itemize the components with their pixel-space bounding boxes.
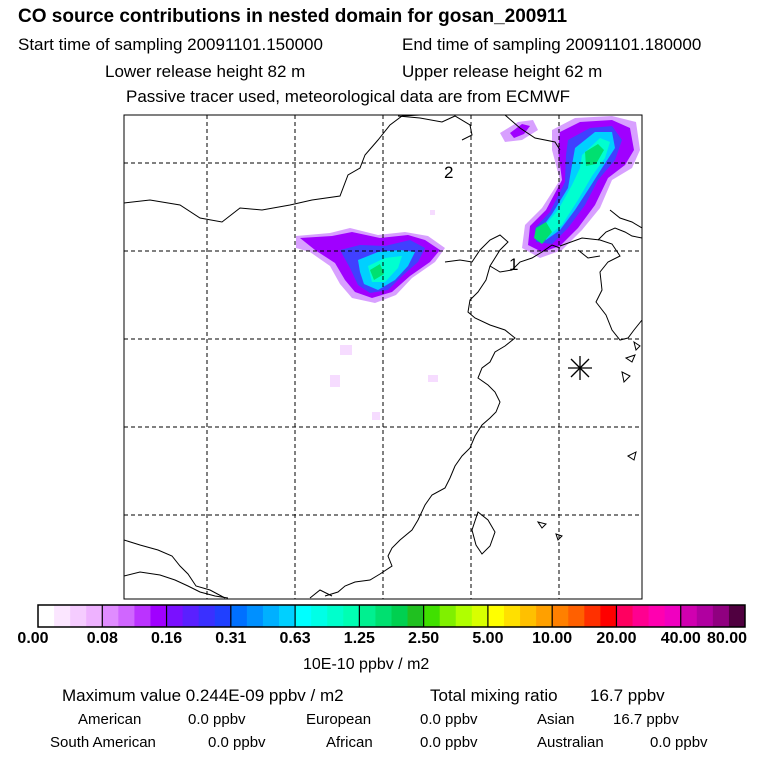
colorbar-cell (600, 605, 617, 627)
colorbar-cell (616, 605, 634, 627)
colorbar-cell (214, 605, 232, 627)
colorbar-cell (568, 605, 585, 627)
colorbar-tick-label: 40.00 (660, 630, 701, 647)
end-time-label: End time of sampling 20091101.180000 (402, 35, 702, 54)
colorbar-cell (487, 605, 505, 627)
map-frame (123, 114, 643, 600)
colorbar-cell (728, 605, 746, 627)
colorbar-cell (552, 605, 569, 627)
colorbar-tick-label: 5.00 (472, 630, 504, 647)
colorbar-cell (54, 605, 71, 627)
colorbar-tick-label: 20.00 (596, 630, 637, 647)
colorbar-cell (407, 605, 425, 627)
colorbar-cell (102, 605, 119, 627)
colorbar-cell (134, 605, 151, 627)
region-name-south-american: South American (50, 734, 156, 751)
region-name-australian: Australian (537, 734, 604, 751)
colorbar-cell (262, 605, 280, 627)
colorbar-cell (295, 605, 312, 627)
colorbar-cell (166, 605, 184, 627)
plot-title: CO source contributions in nested domain… (18, 6, 568, 27)
colorbar-cell (86, 605, 103, 627)
region-value-australian: 0.0 ppbv (650, 734, 708, 751)
colorbar-tick-label: 0.16 (150, 630, 183, 647)
colorbar-cell (471, 605, 489, 627)
colorbar-cell (118, 605, 135, 627)
colorbar-tick-label: 10.00 (532, 630, 573, 647)
colorbar-cell (439, 605, 457, 627)
colorbar-cell (664, 605, 682, 627)
colorbar-cell (70, 605, 87, 627)
coastlines (124, 115, 642, 599)
borders (124, 227, 642, 599)
colorbar-tick-label: 0.31 (215, 630, 247, 647)
colorbar-cell (680, 605, 698, 627)
grid-lines (124, 115, 642, 599)
colorbar-cell (311, 605, 328, 627)
colorbar-cell (230, 605, 248, 627)
colorbar-cell (150, 605, 168, 627)
colorbar-frame (37, 604, 746, 628)
colorbar-cell (246, 605, 264, 627)
tracer-note: Passive tracer used, meteorological data… (126, 87, 571, 106)
colorbar-cell (632, 605, 650, 627)
point-label-2: 2 (444, 163, 453, 182)
start-time-label: Start time of sampling 20091101.150000 (18, 35, 323, 54)
total-mixing-label: Total mixing ratio (430, 686, 558, 705)
colorbar-tick-label: 0.63 (279, 630, 311, 647)
colorbar-cell (696, 605, 714, 627)
colorbar-units: 10E-10 ppbv / m2 (303, 656, 430, 673)
region-name-asian: Asian (537, 711, 575, 728)
colorbar-cell (343, 605, 360, 627)
region-name-african: African (326, 734, 373, 751)
upper-release-label: Upper release height 62 m (402, 62, 603, 81)
colorbar-cell (327, 605, 344, 627)
region-value-asian: 16.7 ppbv (613, 711, 679, 728)
colorbar-cell (536, 605, 553, 627)
colorbar-cell (279, 605, 296, 627)
colorbar-cell (38, 605, 55, 627)
colorbar-tick-label: 1.25 (343, 630, 375, 647)
plume-west (296, 228, 445, 303)
region-value-south-american: 0.0 ppbv (208, 734, 266, 751)
point-label-1: 1 (509, 255, 518, 274)
region-value-european: 0.0 ppbv (420, 711, 478, 728)
region-value-african: 0.0 ppbv (420, 734, 478, 751)
region-name-european: European (306, 711, 372, 728)
colorbar-tick-label: 2.50 (408, 630, 440, 647)
colorbar-tick-label: 80.00 (706, 630, 748, 647)
colorbar-cell (198, 605, 216, 627)
total-mixing-value: 16.7 ppbv (590, 686, 665, 705)
colorbar-cell (503, 605, 521, 627)
colorbar-cell (712, 605, 730, 627)
colorbar-tick-label: 0.08 (86, 630, 118, 647)
colorbar-cell (182, 605, 200, 627)
colorbar-tick-label: 0.00 (17, 630, 49, 647)
colorbar-cell (520, 605, 537, 627)
colorbar-cell (391, 605, 409, 627)
max-value-label: Maximum value 0.244E-09 ppbv / m2 (62, 686, 344, 705)
colorbar-cell (648, 605, 666, 627)
receptor-star-icon (568, 356, 592, 380)
region-value-american: 0.0 ppbv (188, 711, 246, 728)
faint-specks (330, 210, 438, 420)
colorbar-cell (359, 605, 376, 627)
colorbar-cell (584, 605, 601, 627)
colorbar-cell (423, 605, 441, 627)
lower-release-label: Lower release height 82 m (105, 62, 306, 81)
colorbar-cell (455, 605, 473, 627)
colorbar-cell (375, 605, 392, 627)
region-name-american: American (78, 711, 142, 728)
